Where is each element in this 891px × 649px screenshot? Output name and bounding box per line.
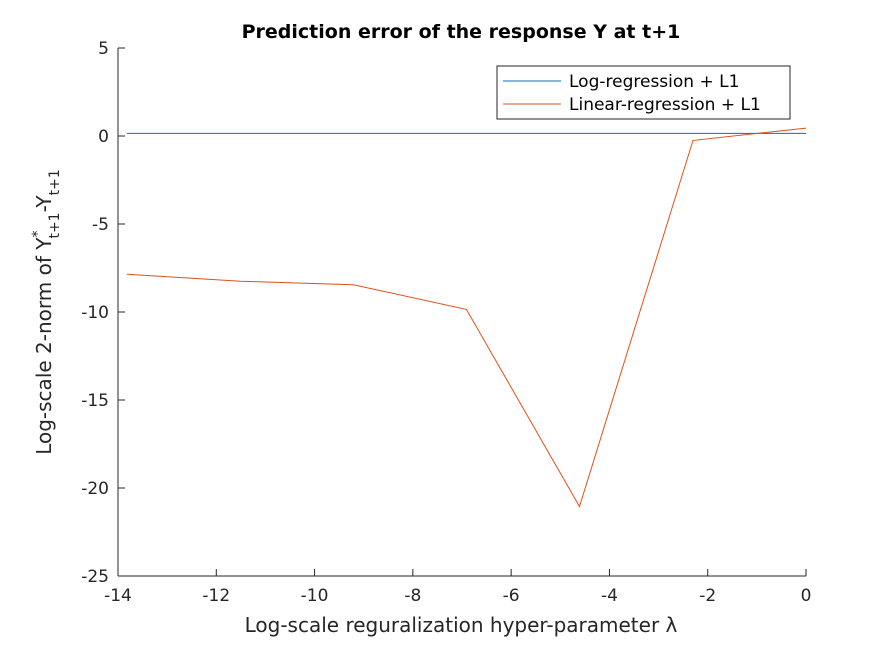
y-tick-label: 0 — [98, 127, 109, 147]
y-tick-label: -5 — [92, 215, 109, 235]
y-tick-label: -20 — [81, 479, 109, 499]
chart-title: Prediction error of the response Y at t+… — [242, 21, 681, 43]
legend: Log-regression + L1 Linear-regression + … — [496, 65, 791, 120]
y-axis-label-sub2: t+1 — [47, 169, 63, 195]
x-tick-label: -4 — [601, 586, 618, 606]
y-tick-label: -25 — [81, 567, 109, 587]
x-tick-label: -10 — [301, 586, 329, 606]
y-axis-label-text: Log-scale 2-norm of Y*t+1-Yt+1 — [30, 169, 63, 455]
x-tick-label: -6 — [503, 586, 520, 606]
x-tick-label: -2 — [699, 586, 716, 606]
y-tick-label: -10 — [81, 303, 109, 323]
legend-label-log-regression: Log-regression + L1 — [569, 72, 739, 92]
y-axis-label-sub1: t+1 — [47, 212, 63, 238]
y-tick-label: -15 — [81, 391, 109, 411]
series-line-linear-regression — [126, 127, 807, 508]
legend-label-linear-regression: Linear-regression + L1 — [569, 95, 761, 115]
x-tick-label: -14 — [104, 586, 132, 606]
y-tick-label: 5 — [98, 39, 109, 59]
x-axis-label: Log-scale reguralization hyper-parameter… — [245, 613, 678, 637]
y-axis-label-sup: * — [30, 231, 46, 238]
plot-axes: -14 -12 -10 -8 -6 -4 -2 0-25-20-15-10-505 — [81, 39, 811, 606]
x-tick-label: -8 — [404, 586, 421, 606]
legend-box — [496, 65, 791, 120]
x-tick-label: -12 — [202, 586, 230, 606]
y-axis-label-mid: -Y — [32, 195, 56, 213]
y-axis-label-prefix: Log-scale 2-norm of Y — [32, 237, 56, 455]
x-tick-label: 0 — [801, 586, 812, 606]
y-axis-label: Log-scale 2-norm of Y*t+1-Yt+1 — [30, 169, 63, 455]
